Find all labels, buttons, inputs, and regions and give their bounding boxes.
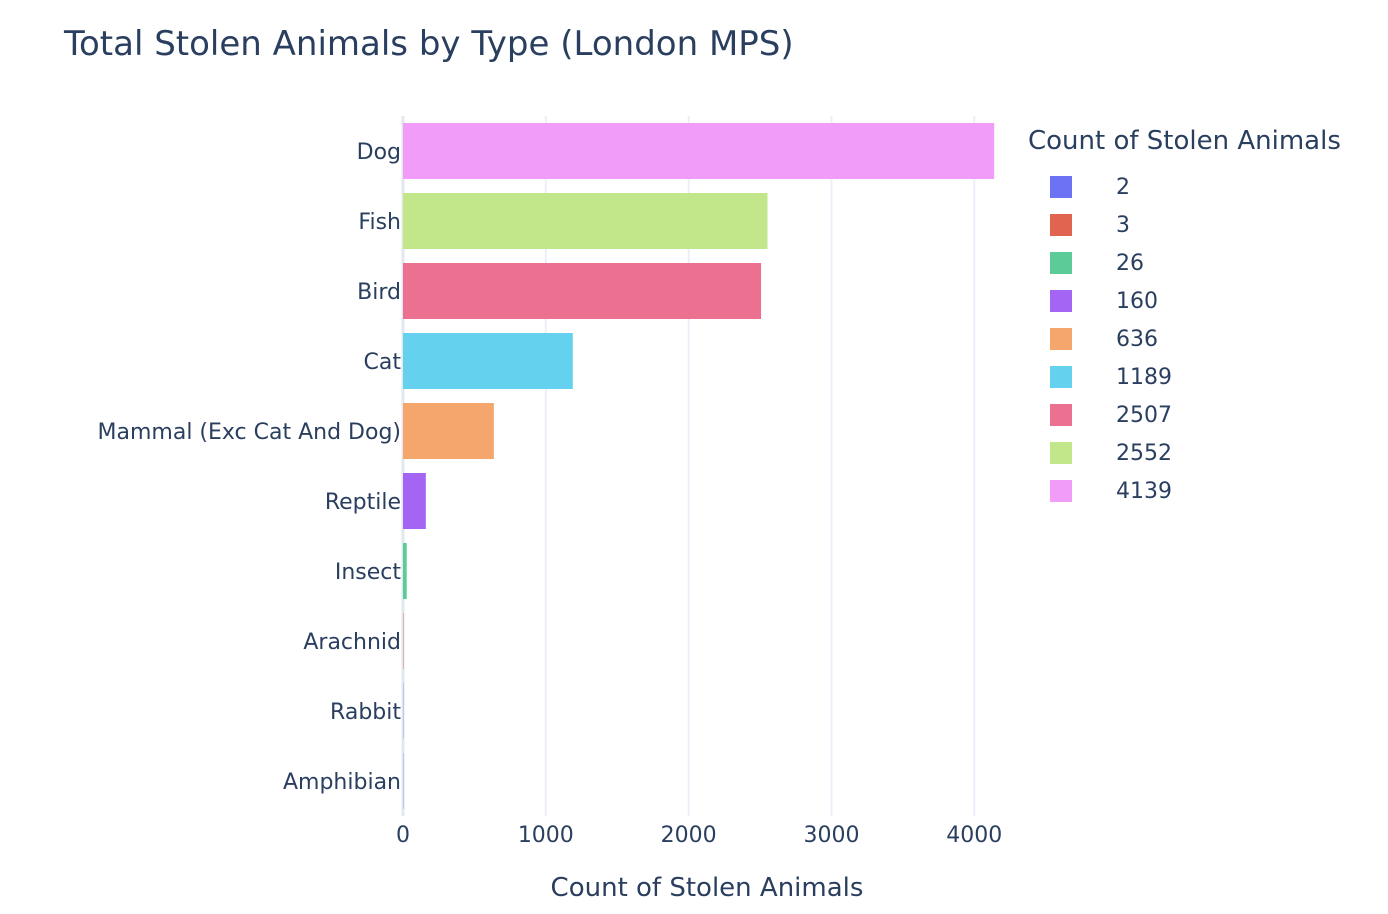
legend-swatch: [1050, 404, 1072, 426]
legend-label: 4139: [1116, 478, 1172, 504]
bars: [403, 123, 995, 809]
x-tick-label: 4000: [946, 823, 1002, 848]
chart-title: Total Stolen Animals by Type (London MPS…: [64, 24, 794, 64]
legend-swatch: [1050, 366, 1072, 388]
legend-label: 636: [1116, 326, 1158, 352]
bar-mammal-exc-cat-and-dog: [403, 403, 494, 459]
bar-fish: [403, 193, 768, 249]
legend-swatch: [1050, 290, 1072, 312]
legend-swatch: [1050, 442, 1072, 464]
legend-item[interactable]: 2: [1050, 168, 1341, 206]
legend-item[interactable]: 4139: [1050, 472, 1341, 510]
legend-swatch: [1050, 328, 1072, 350]
bar-bird: [403, 263, 762, 319]
y-tick-label: Insect: [335, 560, 402, 585]
y-tick-labels: Dog Fish Bird Cat Mammal (Exc Cat And Dog) Re…: [98, 140, 402, 795]
y-tick-label: Bird: [357, 280, 401, 305]
x-tick-labels: 0 1000 2000 3000 4000: [396, 823, 1002, 848]
legend-label: 160: [1116, 288, 1158, 314]
x-tick-label: 3000: [803, 823, 859, 848]
x-tick-label: 2000: [661, 823, 717, 848]
legend-item[interactable]: 2507: [1050, 396, 1341, 434]
x-tick-label: 1000: [518, 823, 574, 848]
legend-item[interactable]: 26: [1050, 244, 1341, 282]
bar-dog: [403, 123, 995, 179]
legend-label: 2552: [1116, 440, 1172, 466]
bar-insect: [403, 543, 407, 599]
legend-list: 2 3 26 160 636 1189 2507 2552 4139: [1050, 168, 1341, 510]
legend-swatch: [1050, 252, 1072, 274]
x-tick-label: 0: [396, 823, 410, 848]
x-axis-title: Count of Stolen Animals: [551, 873, 864, 903]
legend-label: 3: [1116, 212, 1130, 238]
bar-reptile: [403, 473, 426, 529]
legend-swatch: [1050, 176, 1072, 198]
legend-item[interactable]: 3: [1050, 206, 1341, 244]
legend-item[interactable]: 2552: [1050, 434, 1341, 472]
legend-swatch: [1050, 480, 1072, 502]
y-tick-label: Reptile: [325, 490, 401, 515]
y-tick-label: Cat: [364, 350, 402, 375]
y-tick-label: Fish: [358, 210, 401, 235]
legend-label: 2507: [1116, 402, 1172, 428]
y-tick-label: Dog: [357, 140, 401, 165]
y-tick-label: Rabbit: [330, 700, 401, 725]
legend-swatch: [1050, 214, 1072, 236]
bar-cat: [403, 333, 573, 389]
y-tick-label: Arachnid: [303, 630, 401, 655]
legend-item[interactable]: 636: [1050, 320, 1341, 358]
legend-title: Count of Stolen Animals: [1028, 126, 1341, 156]
legend: Count of Stolen Animals 2 3 26 160 636 1189 25…: [1028, 126, 1341, 510]
legend-item[interactable]: 160: [1050, 282, 1341, 320]
legend-item[interactable]: 1189: [1050, 358, 1341, 396]
legend-label: 2: [1116, 174, 1130, 200]
y-tick-label: Mammal (Exc Cat And Dog): [98, 420, 401, 445]
legend-label: 26: [1116, 250, 1144, 276]
y-tick-label: Amphibian: [283, 770, 401, 795]
legend-label: 1189: [1116, 364, 1172, 390]
